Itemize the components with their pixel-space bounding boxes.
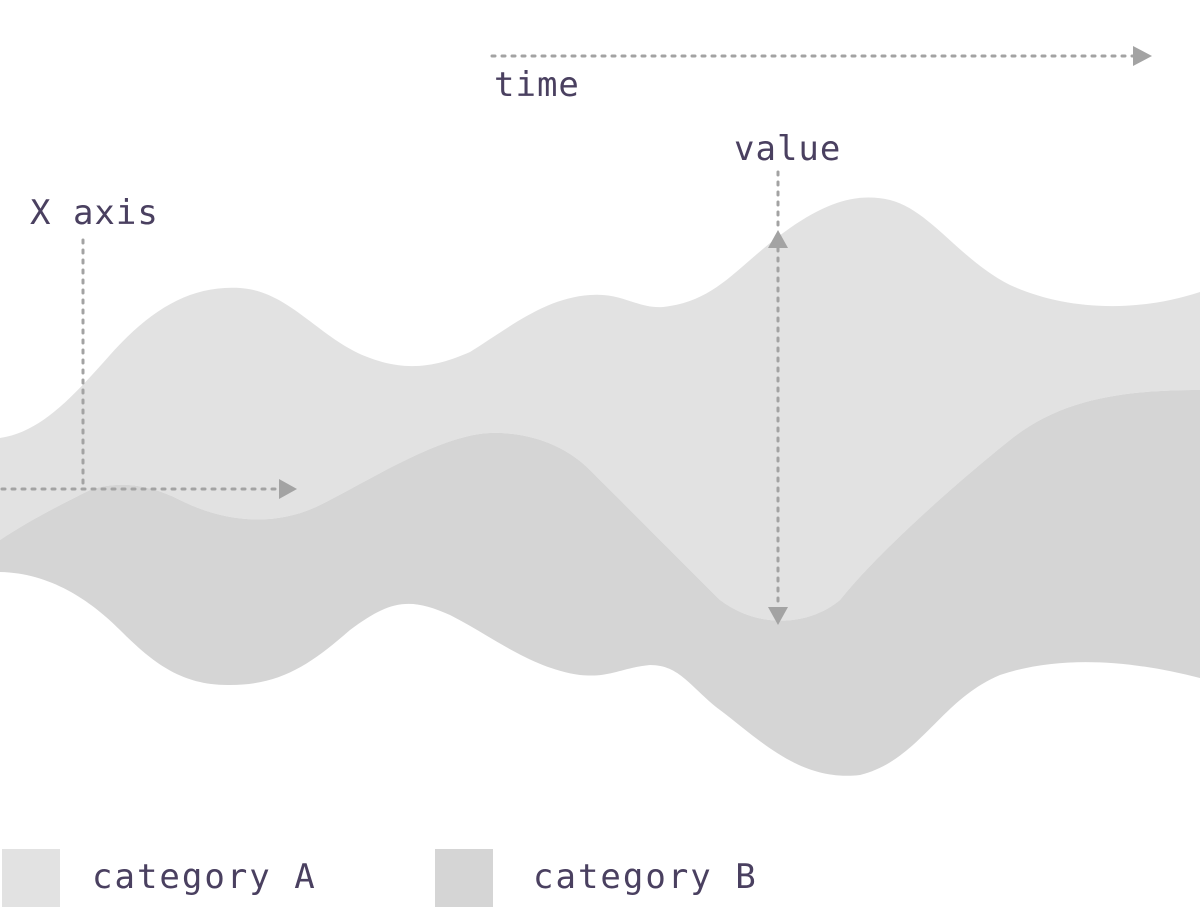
value-arrow-up <box>768 230 788 248</box>
time-arrow-head <box>1133 46 1152 66</box>
legend-swatch-category-a <box>2 849 60 907</box>
legend-label-category-a: category A <box>92 857 317 897</box>
legend-label-category-b: category B <box>533 857 758 897</box>
x-axis-arrow-head <box>279 479 297 499</box>
value-arrow-down <box>768 607 788 625</box>
x-axis-label: X axis <box>30 193 159 233</box>
time-label: time <box>494 65 580 105</box>
stream-category-b <box>0 390 1200 776</box>
stream-category-a <box>0 197 1200 621</box>
value-label: value <box>734 129 842 169</box>
legend-swatch-category-b <box>435 849 493 907</box>
